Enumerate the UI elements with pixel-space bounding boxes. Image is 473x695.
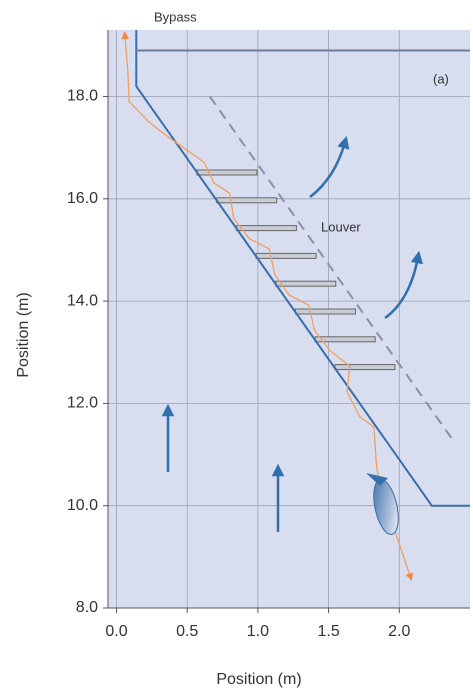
page: {"chart_data": {"type": "line", "annotat… <box>0 0 473 695</box>
x-tick-label: 1.0 <box>247 623 269 640</box>
louver-slat <box>335 365 395 370</box>
louver-slat <box>276 281 336 286</box>
y-tick-label: 18.0 <box>67 88 98 105</box>
louver-slat <box>217 198 277 203</box>
louver-slat <box>315 337 375 342</box>
louver-label: Louver <box>321 219 361 234</box>
y-tick-label: 16.0 <box>67 190 98 207</box>
louver-slat <box>296 309 356 314</box>
louver-slat <box>197 170 257 175</box>
y-tick-label: 10.0 <box>67 497 98 514</box>
x-axis-label: Position (m) <box>216 671 301 688</box>
y-tick-label: 8.0 <box>76 599 98 616</box>
louver-slat <box>236 226 296 231</box>
x-tick-label: 1.5 <box>317 623 339 640</box>
chart: Bypass Louver (a) Position (m) Position … <box>0 0 473 695</box>
louver-slat <box>256 253 316 258</box>
x-tick-label: 2.0 <box>388 623 410 640</box>
x-tick-label: 0.5 <box>176 623 198 640</box>
y-tick-label: 14.0 <box>67 292 98 309</box>
plot-area <box>108 30 470 608</box>
panel-label: (a) <box>433 71 449 86</box>
x-tick-label: 0.0 <box>105 623 127 640</box>
y-tick-label: 12.0 <box>67 395 98 412</box>
y-axis-label: Position (m) <box>15 292 32 377</box>
bypass-label: Bypass <box>154 9 197 24</box>
